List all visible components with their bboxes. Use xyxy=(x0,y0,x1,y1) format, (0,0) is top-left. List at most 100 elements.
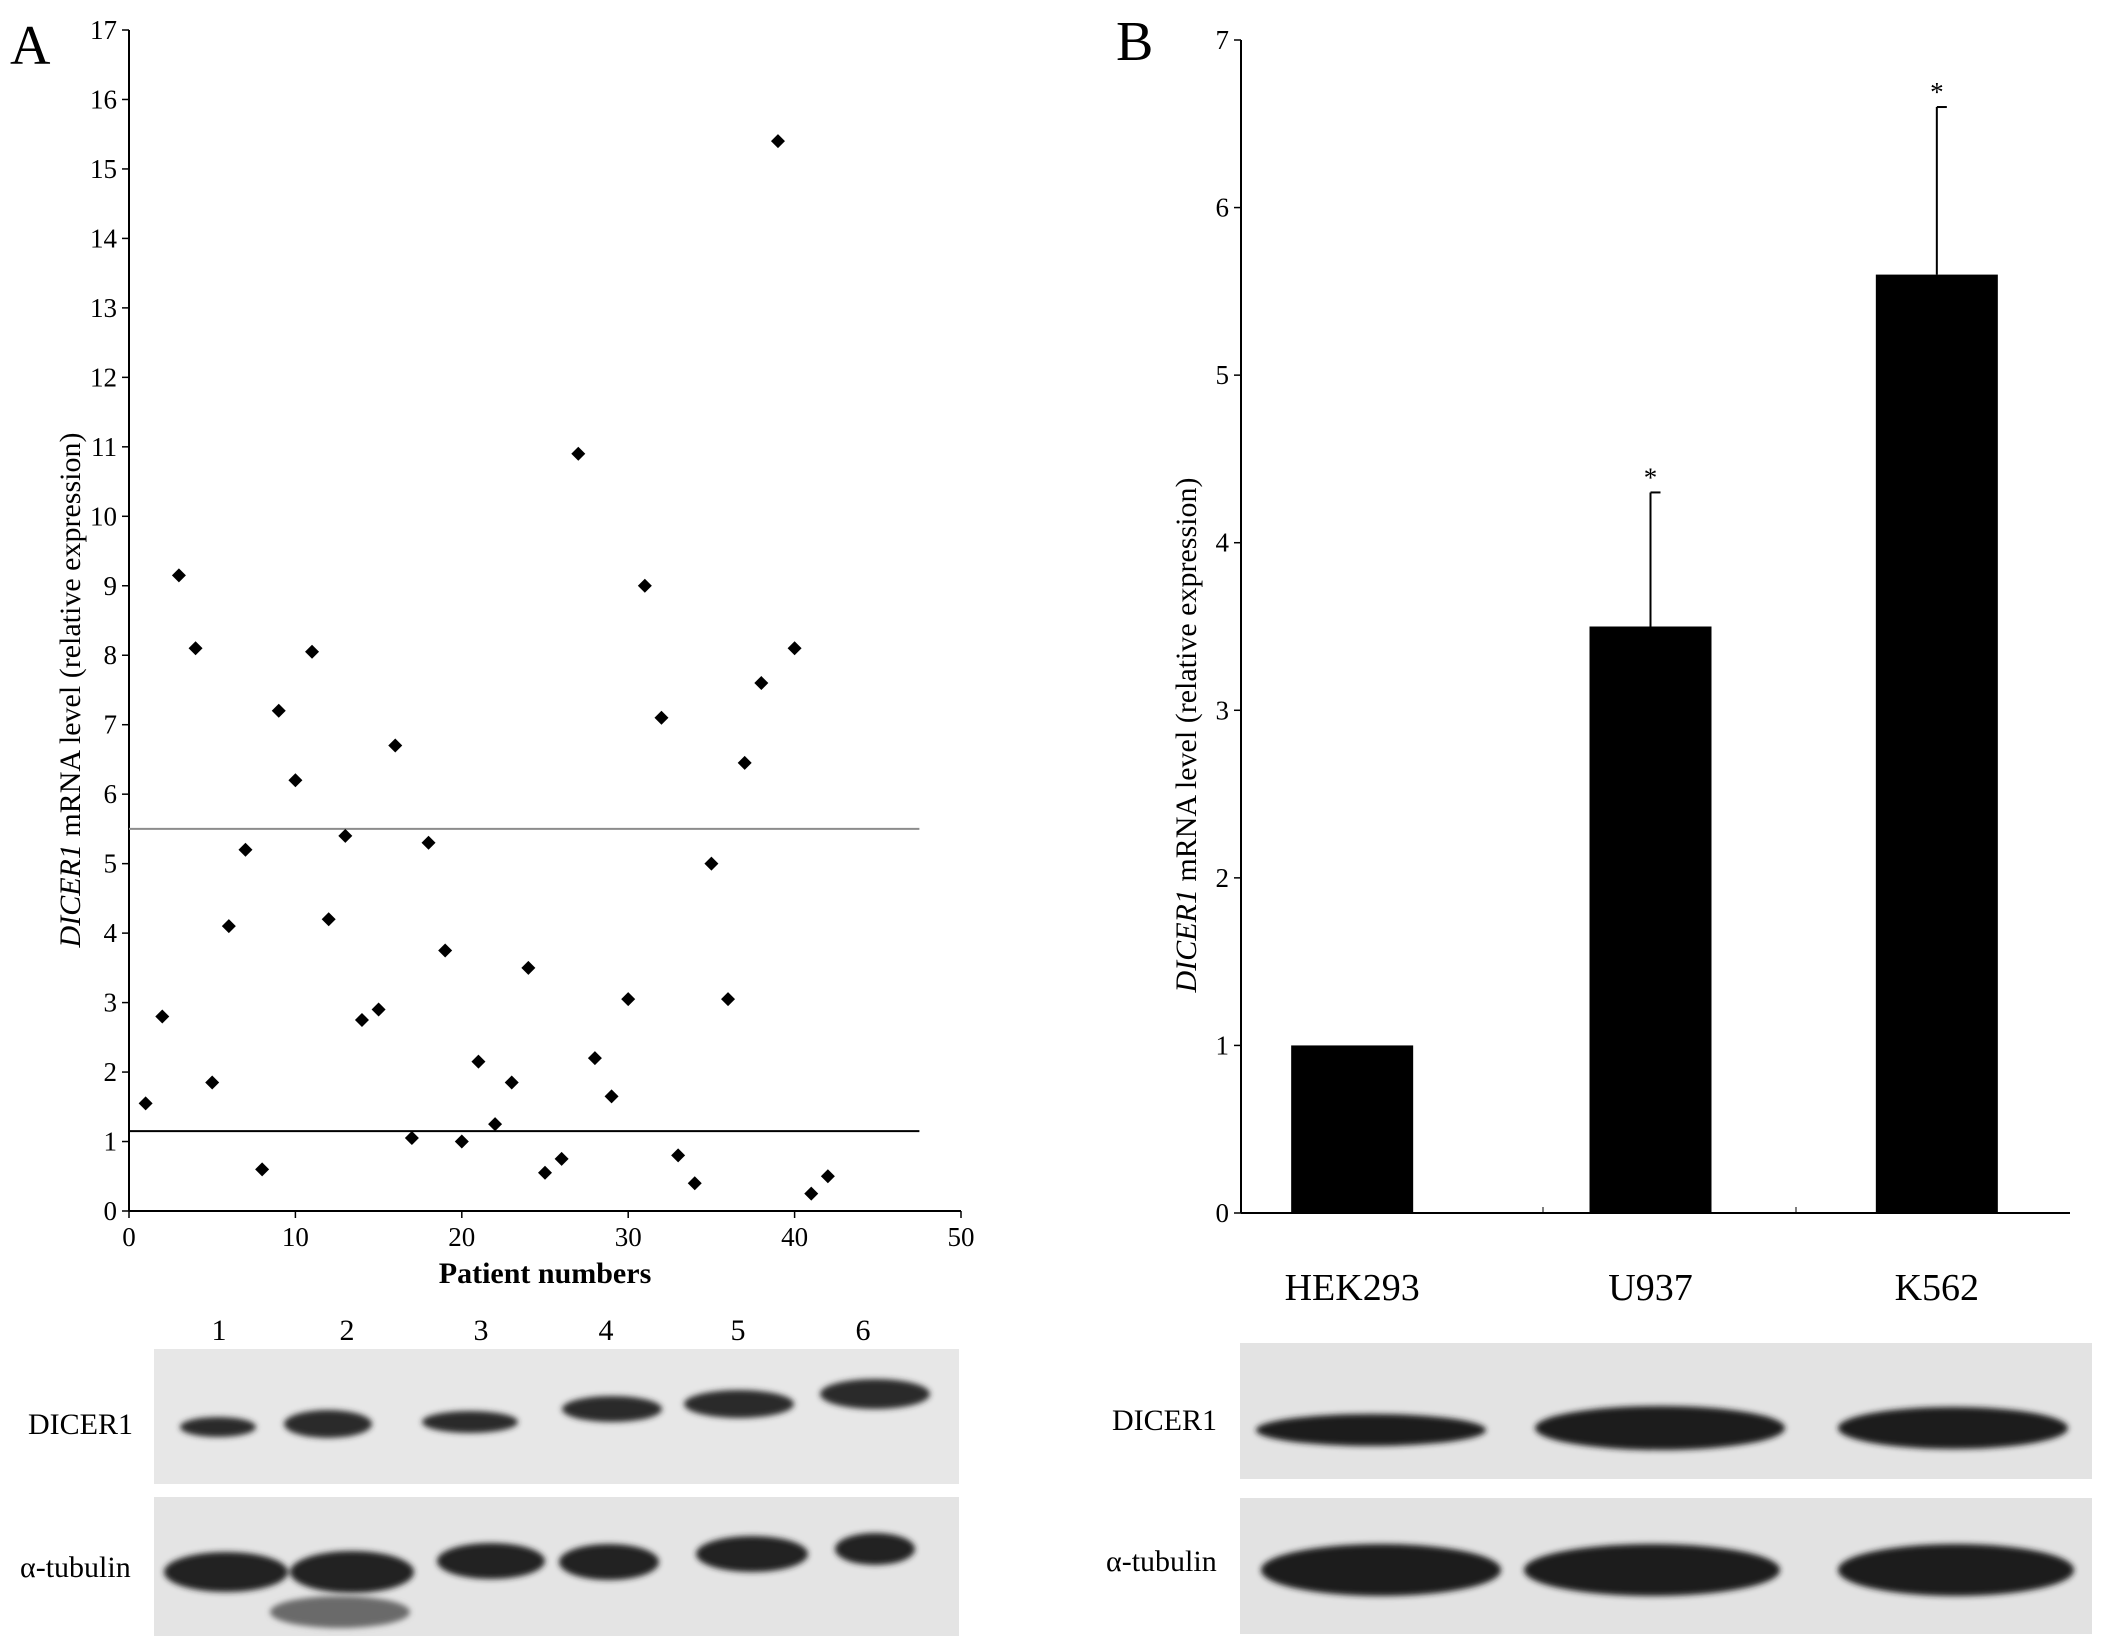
panel-b-letter: B xyxy=(1116,11,1153,73)
blot-a-tubulin-band xyxy=(559,1544,659,1580)
bar-significance-marker: * xyxy=(1644,462,1658,492)
scatter-point xyxy=(255,1162,270,1177)
bar xyxy=(1875,274,1998,1214)
scatter-x-axis-title: Patient numbers xyxy=(439,1257,652,1290)
blot-a-smear xyxy=(270,1596,410,1628)
bar-y-tick-label: 1 xyxy=(1216,1030,1230,1060)
western-blot-b: DICER1 α-tubulin xyxy=(1106,1343,2092,1634)
scatter-point xyxy=(737,755,752,770)
scatter-point xyxy=(338,828,353,843)
scatter-y-tick-label: 4 xyxy=(104,918,118,948)
scatter-point xyxy=(704,856,719,871)
bar-y-tick-label: 4 xyxy=(1216,528,1230,558)
scatter-point xyxy=(488,1117,503,1132)
blot-a-tubulin-band xyxy=(835,1533,915,1565)
blot-b-tubulin-band xyxy=(1524,1544,1780,1596)
bar-y-tick-label: 5 xyxy=(1216,360,1230,390)
blot-a-dicer1-label: DICER1 xyxy=(28,1408,133,1441)
scatter-y-tick-label: 3 xyxy=(104,988,118,1018)
blot-a-lane-number: 3 xyxy=(474,1314,489,1347)
scatter-point xyxy=(554,1151,569,1166)
scatter-point xyxy=(388,738,403,753)
blot-a-lane-number: 2 xyxy=(340,1314,355,1347)
scatter-y-tick-label: 11 xyxy=(91,432,117,462)
scatter-y-axis-title-rest: mRNA level (relative expression) xyxy=(54,433,87,845)
blot-a-dicer1-band xyxy=(820,1379,930,1409)
bar xyxy=(1291,1045,1414,1213)
blot-a-dicer1-band xyxy=(562,1396,662,1422)
scatter-point xyxy=(305,644,320,659)
scatter-point xyxy=(587,1051,602,1066)
bar-y-axis-title-gene: DICER1 xyxy=(1170,889,1203,993)
bar-y-tick-label: 0 xyxy=(1216,1198,1230,1228)
scatter-x-tick-label: 50 xyxy=(948,1222,975,1252)
scatter-point xyxy=(787,641,802,656)
scatter-y-tick-label: 15 xyxy=(90,154,117,184)
scatter-point xyxy=(404,1131,419,1146)
scatter-point xyxy=(371,1002,386,1017)
scatter-y-tick-label: 10 xyxy=(90,501,117,531)
blot-a-lane-number: 1 xyxy=(212,1314,227,1347)
scatter-x-tick-label: 40 xyxy=(781,1222,808,1252)
blot-b-tubulin-band xyxy=(1838,1544,2074,1596)
bar-y-tick-label: 6 xyxy=(1216,193,1230,223)
scatter-y-tick-label: 16 xyxy=(90,84,117,114)
scatter-y-tick-label: 13 xyxy=(90,293,117,323)
scatter-point xyxy=(354,1012,369,1027)
scatter-point xyxy=(754,676,769,691)
scatter-point xyxy=(438,943,453,958)
scatter-point xyxy=(171,568,186,583)
scatter-y-tick-label: 12 xyxy=(90,362,117,392)
blot-a-tubulin-band xyxy=(437,1543,545,1579)
blot-a-lane-number: 5 xyxy=(731,1314,746,1347)
blot-a-lane-number: 4 xyxy=(599,1314,614,1347)
scatter-point xyxy=(221,919,236,934)
blot-a-dicer1-membrane xyxy=(154,1349,959,1484)
scatter-y-tick-label: 2 xyxy=(104,1057,118,1087)
scatter-point xyxy=(637,578,652,593)
scatter-point xyxy=(454,1134,469,1149)
scatter-x-tick-label: 10 xyxy=(282,1222,309,1252)
bar-y-axis-title: DICER1 mRNA level (relative expression) xyxy=(1170,478,1203,994)
scatter-y-tick-label: 14 xyxy=(90,223,118,253)
blot-a-lane-number: 6 xyxy=(856,1314,871,1347)
scatter-point xyxy=(421,835,436,850)
blot-a-dicer1-band xyxy=(180,1417,256,1437)
bar-category-label: K562 xyxy=(1895,1267,1979,1309)
western-blot-a: 1 2 3 4 5 6 DICER1 α-tubulin xyxy=(20,1314,959,1636)
scatter-y-tick-label: 8 xyxy=(104,640,118,670)
scatter-x-tick-label: 30 xyxy=(615,1222,642,1252)
scatter-y-tick-label: 7 xyxy=(104,710,118,740)
scatter-point xyxy=(804,1186,819,1201)
scatter-point xyxy=(604,1089,619,1104)
blot-a-tubulin-label: α-tubulin xyxy=(20,1551,131,1584)
scatter-y-tick-label: 17 xyxy=(90,15,117,45)
blot-a-tubulin-band xyxy=(290,1551,414,1593)
scatter-point xyxy=(538,1165,552,1180)
scatter-point xyxy=(138,1096,153,1111)
scatter-x-tick-label: 0 xyxy=(122,1222,136,1252)
scatter-y-axis-title-gene: DICER1 xyxy=(54,844,87,948)
scatter-y-axis-title: DICER1 mRNA level (relative expression) xyxy=(54,433,87,949)
scatter-point xyxy=(687,1176,702,1191)
scatter-point xyxy=(721,992,736,1007)
scatter-point xyxy=(288,773,303,788)
blot-a-dicer1-band xyxy=(684,1390,794,1418)
scatter-point xyxy=(155,1009,170,1024)
scatter-y-tick-label: 0 xyxy=(104,1196,118,1226)
bar-chart-b: 0 1 2 3 4 5 6 7 HEK293 * U937 * K562 DICER1 mRNA le… xyxy=(1170,25,2070,1309)
bar-category-label: U937 xyxy=(1608,1267,1692,1309)
bar xyxy=(1589,626,1712,1213)
blot-a-dicer1-band xyxy=(422,1411,518,1433)
scatter-point xyxy=(654,710,669,725)
bar-category-label: HEK293 xyxy=(1285,1267,1420,1309)
blot-b-tubulin-label: α-tubulin xyxy=(1106,1545,1217,1578)
scatter-y-tick-label: 5 xyxy=(104,849,118,879)
blot-b-dicer1-band xyxy=(1535,1406,1785,1450)
scatter-point xyxy=(205,1075,220,1090)
scatter-point xyxy=(521,960,536,975)
scatter-y-tick-label: 6 xyxy=(104,779,118,809)
scatter-point xyxy=(188,641,203,656)
bar-y-tick-label: 2 xyxy=(1216,863,1230,893)
